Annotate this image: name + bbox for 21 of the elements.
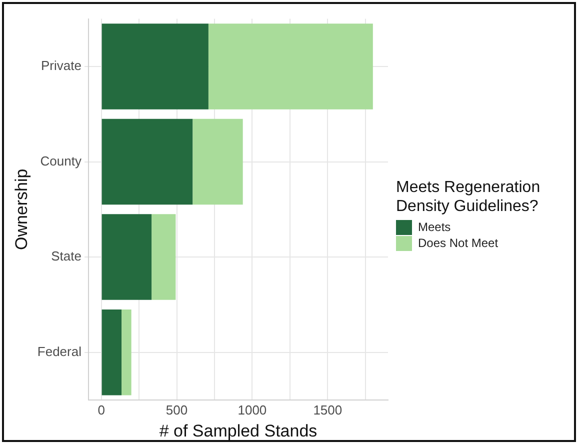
y-tick-label: State [51, 248, 82, 264]
bar [102, 214, 152, 300]
bar [192, 118, 243, 205]
legend-label: Does Not Meet [418, 236, 498, 250]
bar [102, 118, 193, 205]
legend-label: Meets [418, 220, 451, 234]
bar [152, 214, 176, 300]
y-tick-label: Federal [37, 344, 82, 359]
y-tick-label: County [40, 153, 82, 168]
bar [122, 309, 132, 396]
x-axis-title: # of Sampled Stands [159, 421, 318, 440]
bar [208, 24, 373, 110]
y-tick-label: Private [41, 58, 82, 74]
x-tick-label: 0 [98, 402, 105, 418]
bar [102, 24, 208, 110]
legend-title: Meets Regeneration Density Guidelines? [396, 178, 540, 216]
x-tick-label: 1500 [313, 402, 342, 418]
x-tick-label: 1000 [238, 402, 267, 418]
bar [102, 309, 122, 396]
y-axis-title: Ownership [12, 168, 31, 250]
x-tick-label: 500 [166, 402, 188, 418]
